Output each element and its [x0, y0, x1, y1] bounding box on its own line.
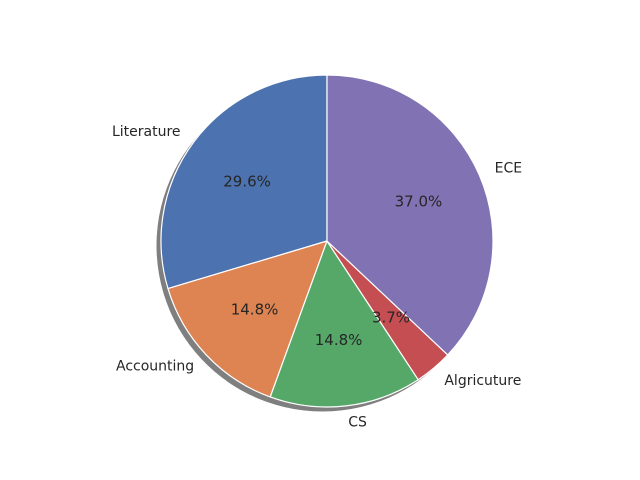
- pie-slice-ece: [326, 74, 494, 356]
- slice-percent-accounting: 14.8%: [231, 300, 279, 318]
- slice-percent-ece: 37.0%: [395, 193, 443, 211]
- slice-percent-algricuture: 3.7%: [372, 308, 410, 326]
- slice-percent-literature: 29.6%: [223, 173, 271, 191]
- slice-percent-cs: 14.8%: [315, 331, 363, 349]
- slice-label-ece: ECE: [495, 161, 522, 177]
- slice-label-algricuture: Algricuture: [444, 373, 521, 389]
- slice-label-accounting: Accounting: [116, 358, 194, 374]
- pie-slice-literature: [160, 74, 328, 290]
- slice-label-cs: CS: [348, 414, 367, 430]
- pie-slice-cs: [269, 240, 419, 408]
- pie-labels: Literature Accounting CS Algricuture ECE: [112, 124, 522, 430]
- pie-percent-labels: 29.6% 14.8% 14.8% 3.7% 37.0%: [223, 173, 442, 349]
- pie-slice-accounting: [167, 240, 328, 398]
- slice-label-literature: Literature: [112, 124, 181, 140]
- pie-slices: [160, 74, 494, 408]
